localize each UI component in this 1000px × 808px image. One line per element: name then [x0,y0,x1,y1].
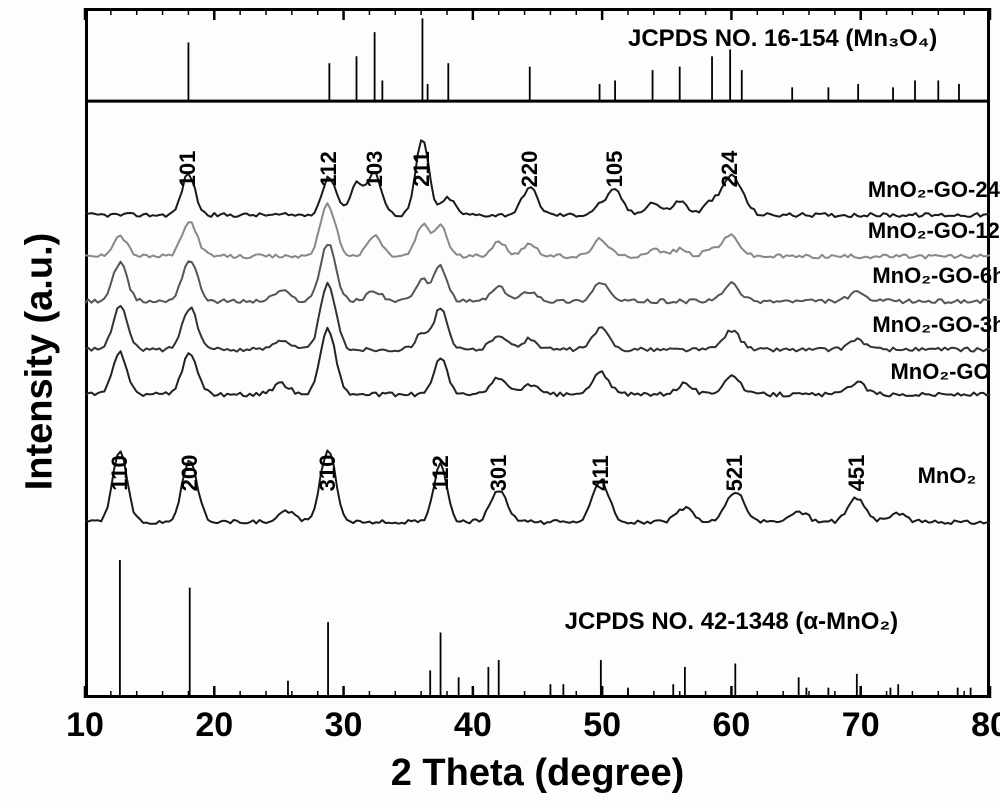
ref-bottom-label: JCPDS NO. 42-1348 (α-MnO₂) [565,608,899,636]
miller-index-521-60: 521 [722,455,748,492]
miller-index-200-18: 200 [177,455,203,492]
x-tick-40: 40 [454,706,492,745]
x-tick-30: 30 [325,706,363,745]
pattern-label-MnO₂-GO-3h: MnO₂-GO-3h [872,312,1000,338]
x-tick-20: 20 [195,706,233,745]
x-tick-70: 70 [842,706,880,745]
miller-index-411-50: 411 [588,455,614,491]
miller-index-451-70: 451 [844,455,870,492]
xrd-patterns-svg [0,0,1000,808]
miller-index-224-60: 224 [717,151,743,188]
x-tick-50: 50 [583,706,621,745]
miller-index-211-36: 211 [409,152,435,188]
miller-index-105-51: 105 [602,151,628,188]
x-tick-80: 80 [971,706,1000,745]
miller-index-220-44: 220 [517,151,543,188]
pattern-label-MnO₂-GO-24h: MnO₂-GO-24h [868,177,1000,203]
miller-index-103-32: 103 [362,151,388,188]
pattern-label-MnO₂: MnO₂ [918,463,977,489]
x-tick-10: 10 [66,706,104,745]
miller-index-301-42: 301 [486,455,512,492]
miller-index-112-38: 112 [428,455,454,491]
ref-top-label: JCPDS NO. 16-154 (Mn₃O₄) [628,25,937,53]
pattern-label-MnO₂-GO: MnO₂-GO [890,359,990,385]
miller-index-110-13: 110 [107,455,133,491]
pattern-label-MnO₂-GO-6h: MnO₂-GO-6h [872,263,1000,289]
miller-index-112-29: 112 [316,152,342,188]
miller-index-101-18: 101 [175,151,201,188]
x-tick-60: 60 [713,706,751,745]
pattern-label-MnO₂-GO-12h: MnO₂-GO-12h [868,218,1000,244]
miller-index-310-29: 310 [315,455,341,492]
